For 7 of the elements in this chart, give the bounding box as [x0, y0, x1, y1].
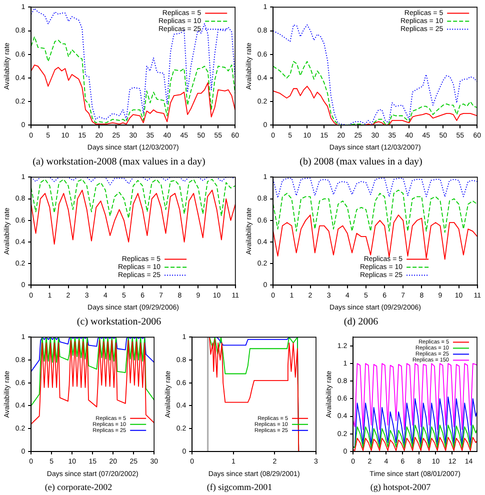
text: (b) 2008 (max values in a day): [300, 156, 422, 168]
text: (e) corporate-2002: [44, 482, 112, 492]
text: (c) workstation-2006: [76, 316, 162, 328]
text: (d) 2006: [344, 316, 378, 328]
text: (f) sigcomm-2001: [206, 482, 272, 492]
text: (a) workstation-2008 (max values in a day): [32, 156, 206, 168]
text: (g) hotspot-2007: [370, 482, 432, 492]
